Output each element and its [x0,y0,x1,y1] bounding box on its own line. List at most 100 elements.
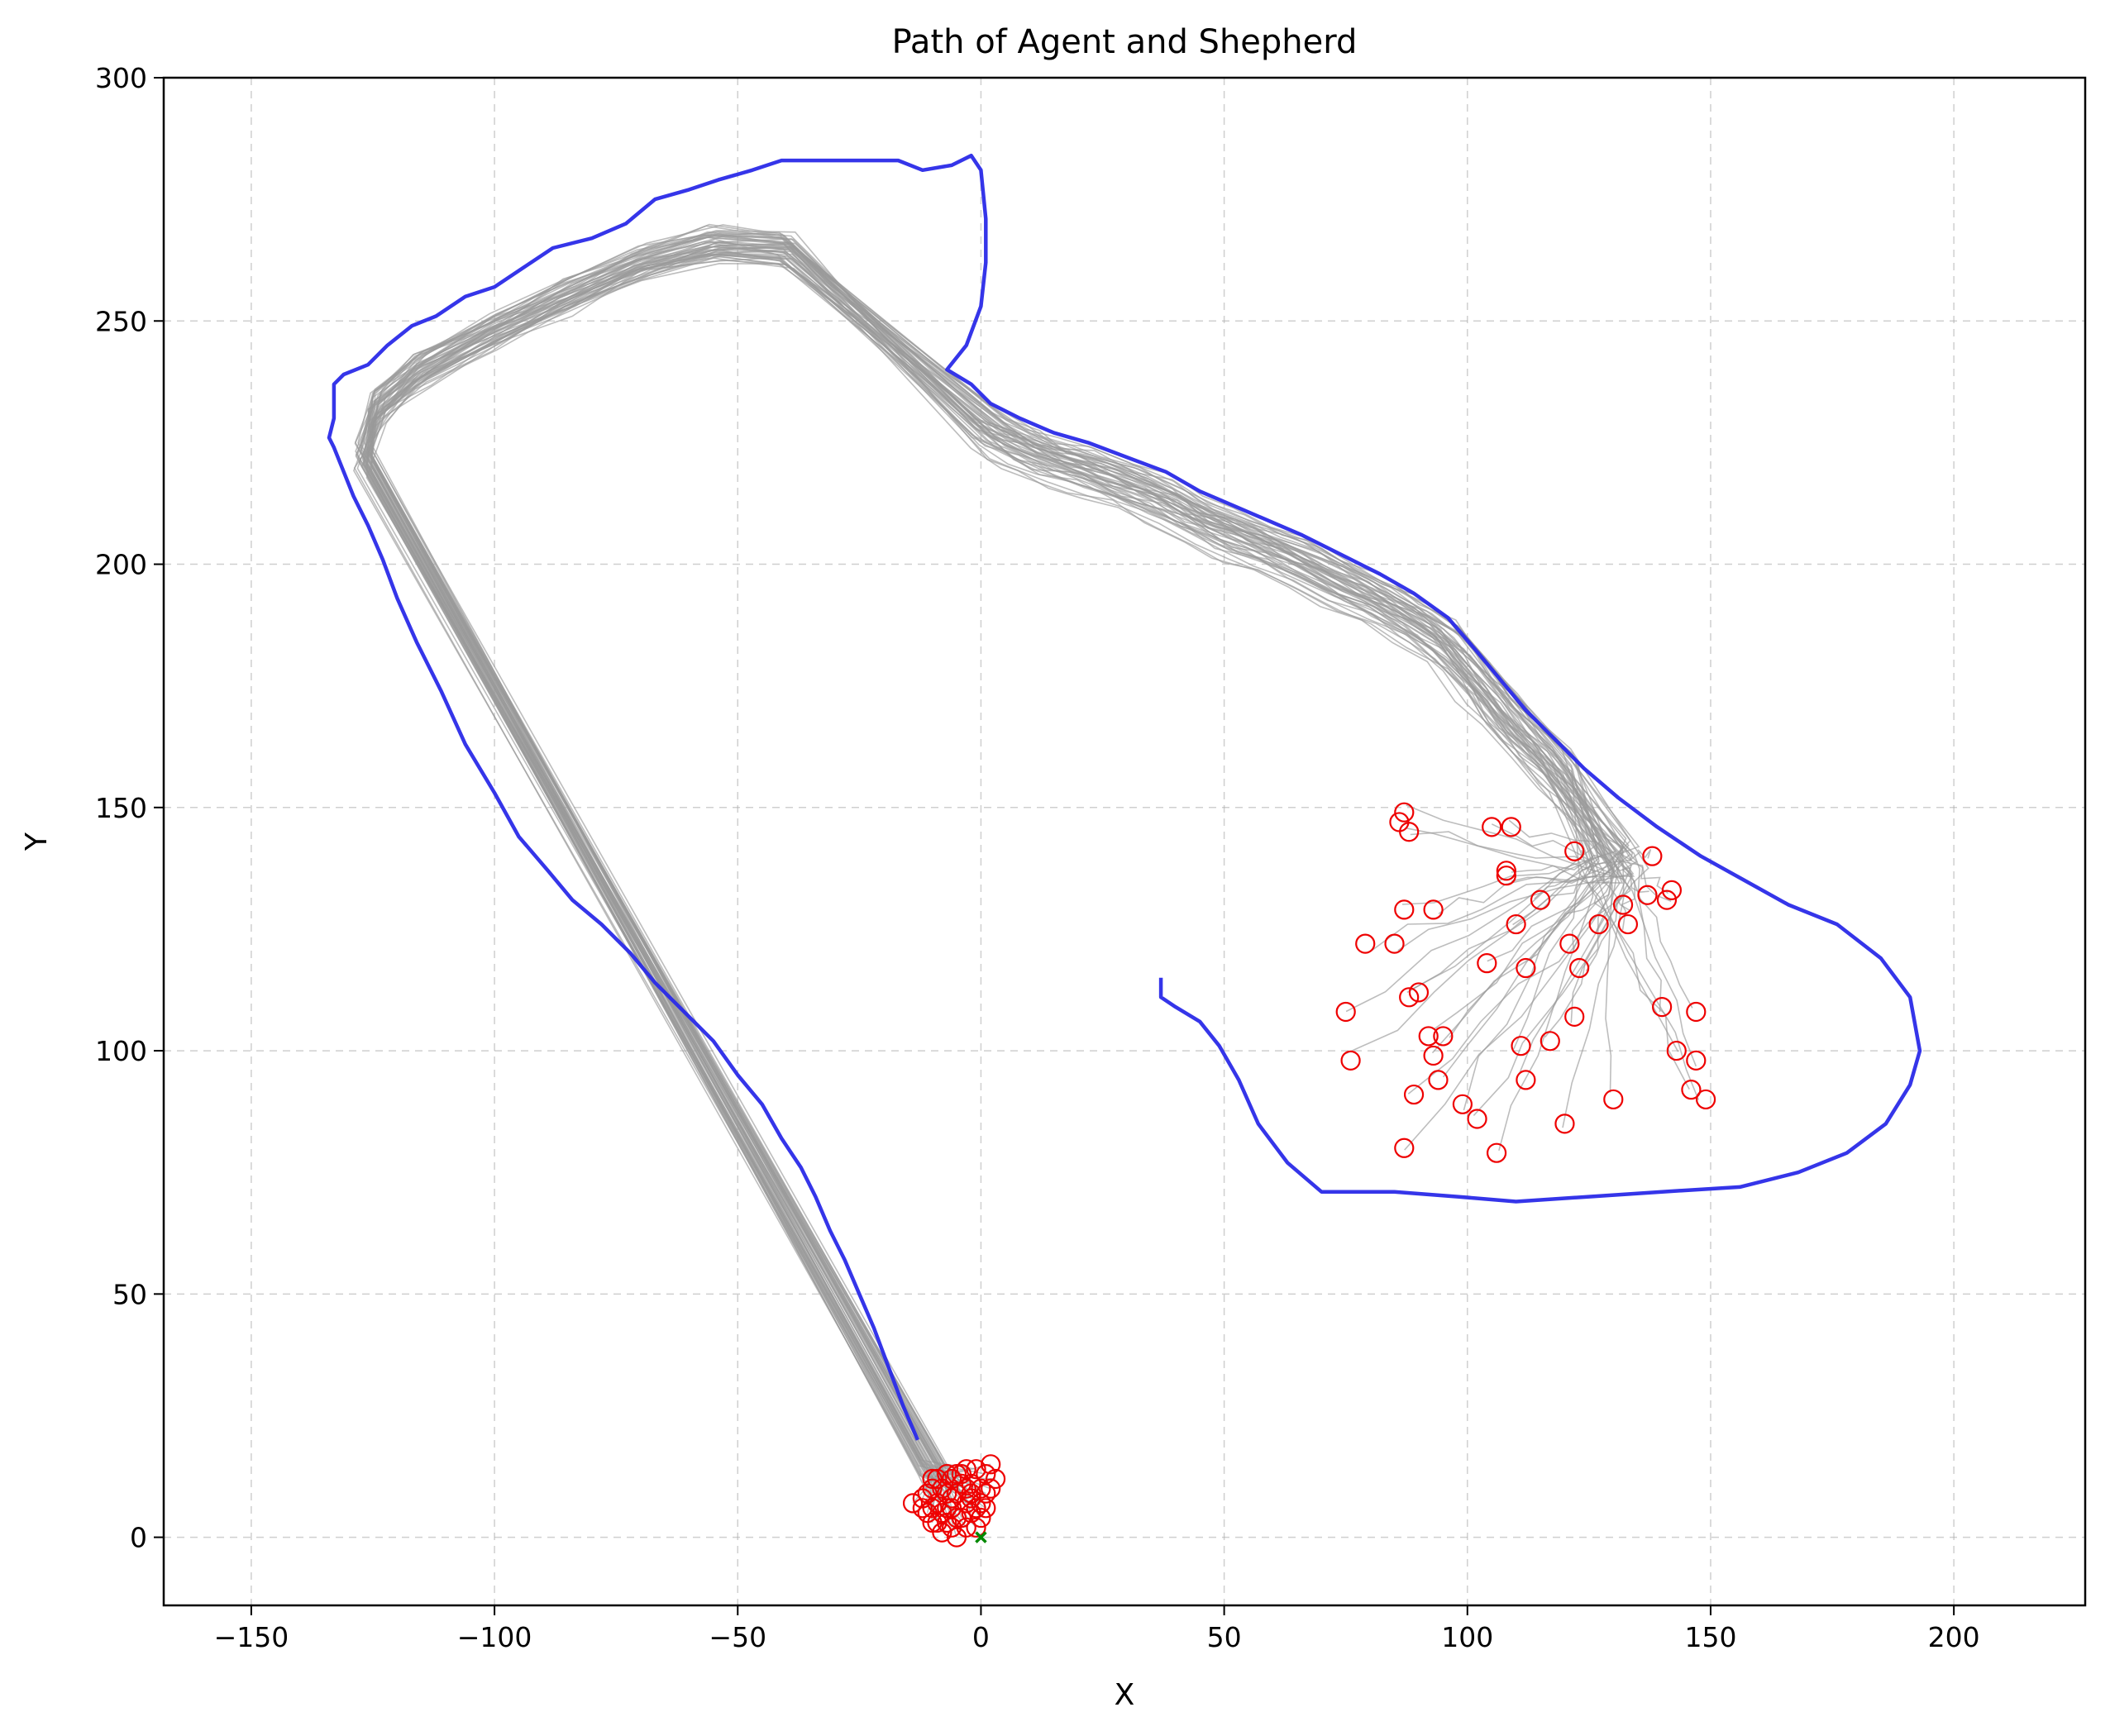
agent-final-marker [961,1488,981,1509]
agent-start-marker [1477,953,1497,974]
y-tick-label: 150 [95,792,147,824]
x-tick-label: −150 [214,1621,289,1653]
agent-start-marker [1666,1040,1687,1061]
agent-start-marker [1588,913,1609,935]
agent-final-marker [956,1493,976,1514]
agent-path [360,231,1593,1509]
agent-start-marker [1423,899,1444,920]
agent-final-marker [932,1478,952,1499]
plot-frame [162,76,2087,1607]
agent-start-marker [1612,894,1634,915]
agent-path [367,246,1633,1509]
agent-start-marker [1695,1089,1716,1110]
agent-start-marker [1637,885,1658,905]
agent-start-marker [1394,1137,1415,1158]
x-tick-label: 200 [1928,1621,1980,1653]
agent-start-marker [1656,889,1678,910]
agent-start-marker [1399,987,1420,1008]
x-tick-label: 150 [1684,1621,1736,1653]
agent-path [369,240,1631,1505]
agent-start-marker [1394,899,1415,920]
agent-start-marker [1496,866,1516,886]
axis-ticks: −150 −100 −50 0 50 100 150 200 0 50 100 150 200 250 30… [95,62,1980,1653]
agent-final-marker [937,1463,957,1485]
agent-start-marker [1564,1006,1585,1027]
agent-start-marker [1418,1026,1439,1047]
agent-start-marker [1399,822,1420,842]
y-tick-label: 300 [95,62,147,94]
agent-final-marker [966,1498,986,1519]
agent-start-marker [1340,1050,1361,1071]
agent-start-marker [1652,997,1673,1018]
agent-start-marker [1408,982,1430,1003]
agent-start-marker [1617,913,1639,935]
agent-final-marker [937,1483,957,1504]
chart-title: Path of Agent and Shepherd [892,23,1358,61]
agent-final-marker [956,1459,976,1480]
agent-start-marker [1335,1001,1356,1023]
agent-final-marker [956,1478,976,1499]
agent-start-marker [1661,880,1682,900]
agent-start-marker [1540,1031,1560,1052]
agent-start-marker [1403,1084,1425,1105]
agent-start-marker [1482,817,1502,837]
agent-path [365,253,1621,1500]
agent-start-marker [1530,889,1551,910]
agent-final-marker [946,1463,967,1485]
agent-final-marker [937,1498,957,1519]
agent-start-marker [1506,913,1526,935]
agent-start-marker [1686,1050,1707,1071]
agent-final-marker [922,1498,943,1519]
agent-path [365,246,1631,1485]
agent-path [370,262,1679,1509]
agent-final-marker [985,1468,1006,1490]
agent-start-marker [1686,1001,1707,1023]
agent-path [372,225,1594,1514]
agent-final-marker [951,1473,972,1494]
agent-final-marker [961,1473,981,1494]
y-tick-label: 0 [130,1522,147,1554]
goal-marker [975,1531,987,1543]
agent-start-marker [1516,957,1536,979]
y-tick-label: 50 [112,1278,147,1310]
agent-final-marker [902,1493,924,1514]
agent-start-marker [1681,1080,1702,1100]
agent-final-marker [927,1512,948,1533]
agent-final-marker [966,1459,986,1480]
x-tick-label: −50 [709,1621,766,1653]
y-tick-label: 100 [95,1035,147,1067]
agent-path [365,255,1635,1495]
shepherd-path-group [327,153,1922,1441]
x-tick-label: 0 [972,1621,990,1653]
agent-final-marker [922,1478,943,1499]
agent-start-marker [1486,1142,1507,1163]
agent-paths [353,223,1700,1538]
agent-start-marker [1394,802,1415,823]
agent-final-marker [971,1507,991,1529]
agent-start-marker [1355,933,1376,954]
agent-path [355,231,1614,1490]
agent-final-marker [932,1503,952,1524]
agent-final-marker [937,1512,957,1533]
y-tick-label: 250 [95,305,147,337]
y-tick-label: 200 [95,549,147,581]
agent-start-marker [1501,817,1521,837]
agent-final-marker [942,1517,962,1538]
agent-start-marker [1516,1070,1536,1090]
agent-start-marker [1423,1045,1444,1066]
agent-final-marker [932,1522,952,1543]
shepherd-path [327,153,1922,1441]
agent-start-marker [1496,861,1516,881]
agent-path [363,234,1635,1514]
agent-final-marker [912,1498,933,1519]
agent-start-marker [1452,1094,1473,1114]
agent-start-marker [1428,1070,1449,1090]
agent-path [371,241,1625,1475]
x-tick-label: −100 [457,1621,532,1653]
agent-path [366,256,1616,1480]
agent-path [356,250,1700,1529]
agent-start-marker [1433,1026,1454,1047]
agent-start-marker [1564,841,1585,861]
